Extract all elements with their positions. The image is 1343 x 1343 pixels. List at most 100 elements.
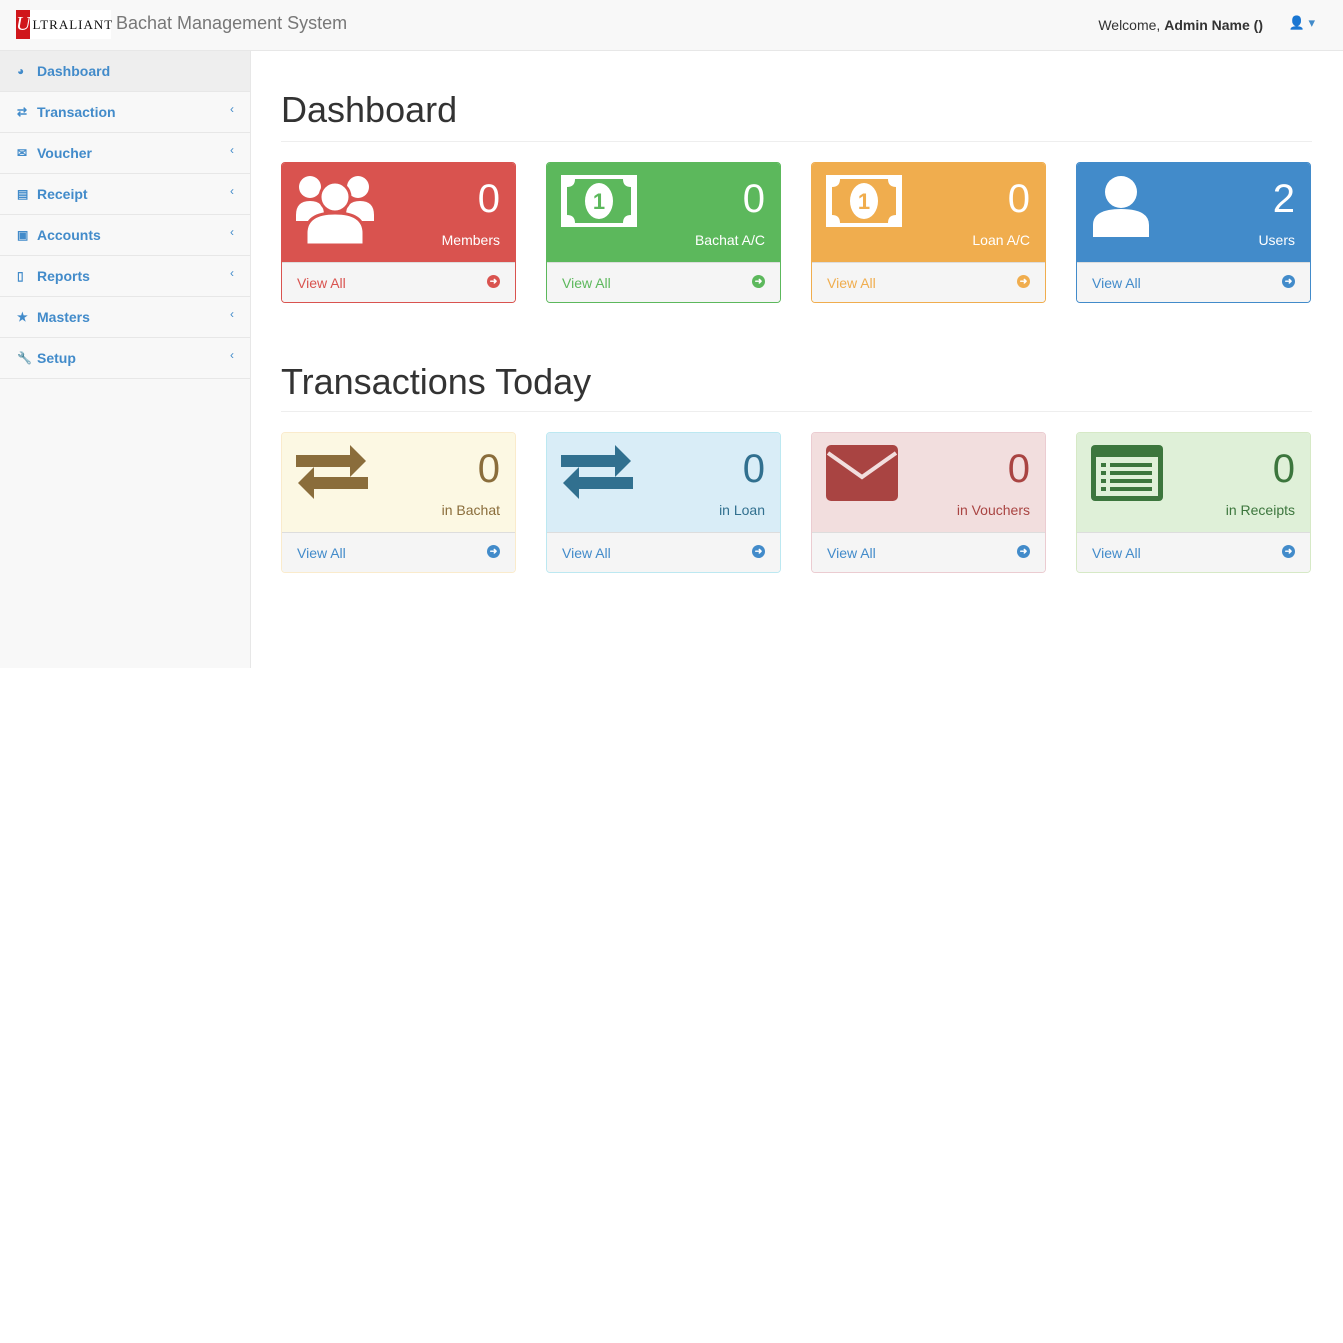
arrow-circle-right-icon: ➜ — [752, 275, 765, 288]
sidebar-item-accounts[interactable]: ▣ Accounts ‹ — [0, 215, 250, 256]
panel-heading: 1 0 Loan A/C — [812, 163, 1045, 262]
count: 0 — [742, 447, 765, 491]
user-menu-dropdown[interactable]: 👤 ▾ — [1289, 15, 1315, 31]
sidebar-item-label: Setup — [37, 350, 76, 366]
transaction-cards: 0 in Bachat View All ➜ 0 in Loan View All… — [281, 432, 1312, 573]
arrow-circle-right-icon: ➜ — [1282, 275, 1295, 288]
view-all-label: View All — [1092, 275, 1141, 291]
panel-heading: 0 in Loan — [547, 433, 780, 532]
chevron-left-icon: ‹ — [230, 225, 234, 239]
panel-in-receipts: 0 in Receipts View All ➜ — [1076, 432, 1311, 573]
arrow-circle-right-icon: ➜ — [1282, 545, 1295, 558]
view-all-link[interactable]: View All ➜ — [282, 262, 515, 302]
chevron-left-icon: ‹ — [230, 102, 234, 116]
chevron-left-icon: ‹ — [230, 307, 234, 321]
panel-bachat-a-c: 1 0 Bachat A/C View All ➜ — [546, 162, 781, 303]
sidebar-item-receipt[interactable]: ▤ Receipt ‹ — [0, 174, 250, 215]
sidebar-item-label: Dashboard — [37, 63, 111, 79]
view-all-link[interactable]: View All ➜ — [812, 532, 1045, 572]
sidebar-item-label: Transaction — [37, 104, 116, 120]
panel-heading: 1 0 Bachat A/C — [547, 163, 780, 262]
view-all-link[interactable]: View All ➜ — [812, 262, 1045, 302]
view-all-link[interactable]: View All ➜ — [547, 262, 780, 302]
sidebar-item-transaction[interactable]: ⇄ Transaction ‹ — [0, 92, 250, 133]
list-alt-icon — [1091, 445, 1163, 504]
count: 0 — [742, 177, 765, 221]
arrow-circle-right-icon: ➜ — [1017, 275, 1030, 288]
users-icon — [296, 175, 374, 250]
panel-in-loan: 0 in Loan View All ➜ — [546, 432, 781, 573]
panel-users: 2 Users View All ➜ — [1076, 162, 1311, 303]
view-all-label: View All — [297, 545, 346, 561]
view-all-label: View All — [827, 545, 876, 561]
view-all-label: View All — [827, 275, 876, 291]
panel-in-vouchers: 0 in Vouchers View All ➜ — [811, 432, 1046, 573]
view-all-label: View All — [562, 545, 611, 561]
sidebar-item-setup[interactable]: 🔧 Setup ‹ — [0, 338, 250, 379]
envelope-icon — [826, 445, 898, 504]
chevron-left-icon: ‹ — [230, 266, 234, 280]
count-label: in Vouchers — [956, 502, 1030, 518]
arrow-circle-right-icon: ➜ — [487, 545, 500, 558]
sidebar-item-label: Voucher — [37, 145, 92, 161]
money-icon: ▣ — [17, 228, 29, 242]
panel-heading: 0 in Bachat — [282, 433, 515, 532]
user-icon: 👤 — [1288, 15, 1305, 30]
arrow-circle-right-icon: ➜ — [752, 545, 765, 558]
count-label: in Loan — [719, 502, 765, 518]
view-all-label: View All — [562, 275, 611, 291]
top-navbar: U LTRALIANT Bachat Management System Welc… — [0, 0, 1343, 51]
page-title: Dashboard — [281, 51, 1312, 142]
count-label: Bachat A/C — [694, 232, 765, 248]
view-all-link[interactable]: View All ➜ — [282, 532, 515, 572]
summary-cards: 0 Members View All ➜ 1 0 Bachat A/C View … — [281, 162, 1312, 303]
panel-loan-a-c: 1 0 Loan A/C View All ➜ — [811, 162, 1046, 303]
count: 0 — [1007, 447, 1030, 491]
exchange-icon — [561, 445, 633, 502]
svg-text:1: 1 — [858, 189, 870, 214]
arrow-circle-right-icon: ➜ — [487, 275, 500, 288]
sidebar-item-label: Receipt — [37, 186, 88, 202]
panel-heading: 0 in Vouchers — [812, 433, 1045, 532]
list-icon: ▤ — [17, 187, 29, 201]
chevron-left-icon: ‹ — [230, 143, 234, 157]
sidebar: ◕ Dashboard ⇄ Transaction ‹ ✉ Voucher ‹ ▤ Receipt… — [0, 51, 251, 668]
count-label: Loan A/C — [972, 232, 1030, 248]
count: 0 — [477, 177, 500, 221]
count: 0 — [1007, 177, 1030, 221]
wrench-icon: 🔧 — [17, 351, 32, 365]
welcome-text: Welcome, Admin Name () — [1098, 17, 1263, 33]
user-name: Admin Name () — [1164, 17, 1263, 33]
app-title[interactable]: Bachat Management System — [116, 13, 348, 33]
exchange-icon: ⇄ — [17, 105, 28, 119]
star-icon: ★ — [17, 310, 28, 324]
file-pdf-icon: ▯ — [17, 269, 24, 283]
view-all-link[interactable]: View All ➜ — [1077, 262, 1310, 302]
user-icon — [1091, 175, 1151, 242]
money-icon: 1 — [826, 175, 902, 230]
view-all-link[interactable]: View All ➜ — [1077, 532, 1310, 572]
count-label: Users — [1258, 232, 1295, 248]
panel-heading: 0 in Receipts — [1077, 433, 1310, 532]
arrow-circle-right-icon: ➜ — [1017, 545, 1030, 558]
dashboard-icon: ◕ — [17, 64, 25, 78]
view-all-link[interactable]: View All ➜ — [547, 532, 780, 572]
caret-down-icon: ▾ — [1308, 15, 1315, 30]
exchange-icon — [296, 445, 368, 502]
count-label: in Receipts — [1225, 502, 1295, 518]
view-all-label: View All — [297, 275, 346, 291]
sidebar-item-label: Reports — [37, 268, 90, 284]
company-logo[interactable]: U LTRALIANT — [16, 10, 112, 39]
section-title: Transactions Today — [281, 303, 1312, 412]
money-icon: 1 — [561, 175, 637, 230]
sidebar-item-label: Masters — [37, 309, 90, 325]
sidebar-item-reports[interactable]: ▯ Reports ‹ — [0, 256, 250, 297]
svg-text:1: 1 — [593, 189, 605, 214]
panel-heading: 2 Users — [1077, 163, 1310, 262]
sidebar-item-dashboard[interactable]: ◕ Dashboard — [0, 51, 250, 92]
count: 0 — [477, 447, 500, 491]
sidebar-item-masters[interactable]: ★ Masters ‹ — [0, 297, 250, 338]
panel-heading: 0 Members — [282, 163, 515, 262]
sidebar-item-voucher[interactable]: ✉ Voucher ‹ — [0, 133, 250, 174]
view-all-label: View All — [1092, 545, 1141, 561]
